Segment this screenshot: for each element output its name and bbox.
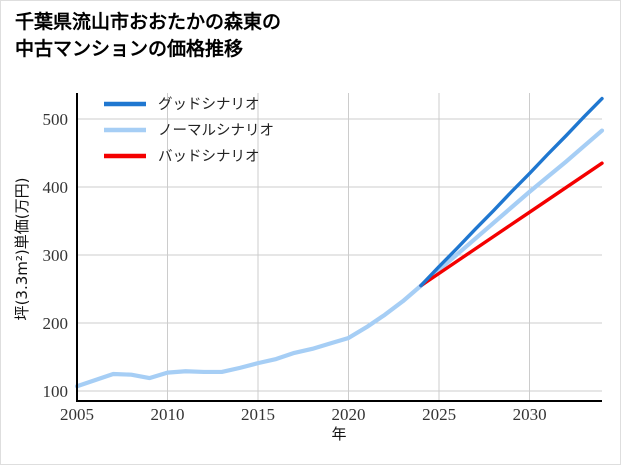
x-tick-label: 2025 (422, 405, 456, 424)
x-tick-label: 2020 (332, 405, 366, 424)
axis-spines (75, 93, 602, 403)
y-tick-label: 100 (43, 382, 69, 401)
y-axis-tick-labels: 100 200 300 400 500 (43, 110, 69, 401)
y-tick-label: 500 (43, 110, 69, 129)
series-line-グッドシナリオ (419, 96, 604, 288)
x-axis-tick-labels: 2005 2010 2015 2020 2025 2030 (60, 405, 547, 424)
series-line-バッドシナリオ (419, 161, 604, 288)
y-tick-label: 300 (43, 246, 69, 265)
y-axis-title: 坪(3.3m²)単価(万円) (13, 178, 31, 321)
legend-label-2: バッドシナリオ (158, 149, 260, 165)
x-tick-label: 2015 (241, 405, 275, 424)
legend-label-1: ノーマルシナリオ (158, 123, 274, 139)
page-title: 千葉県流山市おおたかの森東の 中古マンションの価格推移 (15, 11, 282, 60)
y-tick-label: 200 (43, 314, 69, 333)
x-axis-title: 年 (331, 425, 346, 443)
grid-lines (76, 93, 602, 401)
series-line-ノーマルシナリオ (74, 128, 605, 389)
y-tick-label: 400 (43, 178, 69, 197)
legend-label-0: グッドシナリオ (158, 96, 260, 113)
x-tick-label: 2010 (151, 405, 185, 424)
x-tick-label: 2030 (513, 405, 547, 424)
x-tick-label: 2005 (60, 405, 94, 424)
data-series-group (74, 96, 605, 389)
